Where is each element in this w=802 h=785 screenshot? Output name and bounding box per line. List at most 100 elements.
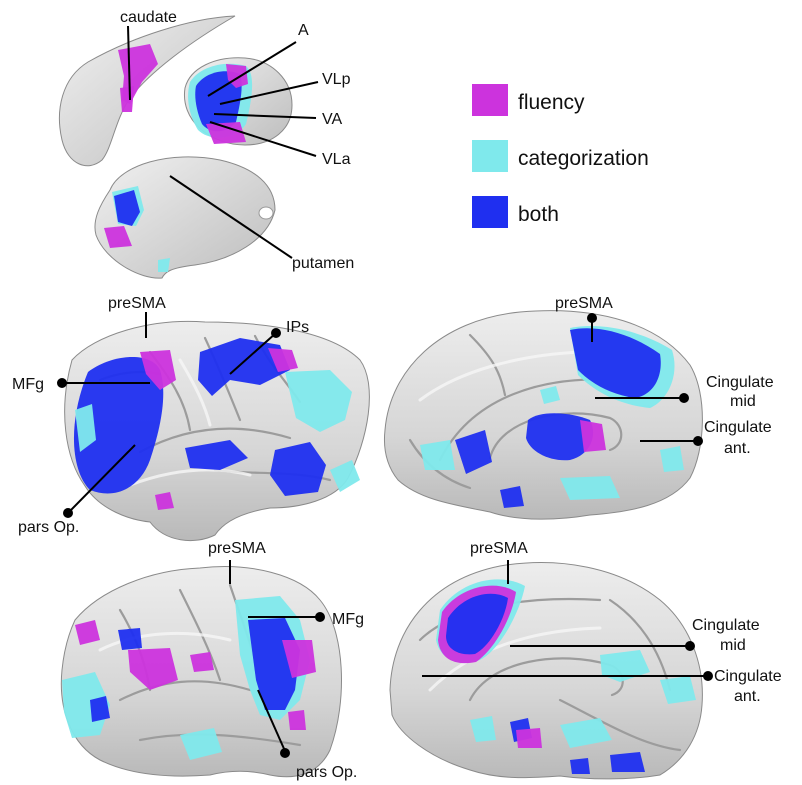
left-lateral-ips-fluency: [268, 348, 298, 372]
right-lateral-temporal-fluency: [128, 648, 178, 690]
right-medial-presma-both: [446, 593, 508, 655]
left-medial-ventral-categorization: [560, 476, 620, 500]
right-medial-thalamus-fluency: [516, 728, 542, 748]
VA-pointer: [213, 113, 317, 119]
legend-swatch-fluency: [472, 84, 508, 116]
caudate-label: caudate: [120, 9, 177, 26]
left-medial-thalamus-both: [526, 413, 594, 461]
left-lateral-parsop-label: pars Op.: [18, 519, 79, 536]
left-lateral-occipital-categorization: [330, 460, 360, 492]
corpus-callosum-outline: [488, 412, 623, 460]
VLp-label: VLp: [322, 71, 351, 88]
putamen-pointer: [169, 175, 293, 259]
VLa-label: VLa: [322, 151, 351, 168]
subcortical-panel: caudate A VLp VA VLa putamen: [59, 9, 354, 279]
right-lateral-parsop-label: pars Op.: [296, 764, 357, 781]
left-medial-cingulate-categorization: [540, 386, 560, 404]
left-lateral-temporal-fluency: [155, 492, 174, 510]
right-medial-ventral-categorization: [470, 716, 496, 742]
left-medial-presma-marker: [587, 313, 597, 323]
VLp-pointer: [219, 81, 319, 105]
right-medial-cingant-marker: [703, 671, 713, 681]
A-pointer: [207, 41, 297, 97]
right-lateral-temporal-both: [118, 628, 142, 650]
left-medial-ventral-both: [500, 486, 524, 508]
left-lateral-ips-both: [198, 338, 290, 396]
left-medial-occipital-both: [455, 430, 492, 474]
VLa-pointer: [209, 121, 317, 157]
left-lateral-MFg-label: MFg: [12, 376, 44, 393]
left-medial-presma-both: [570, 328, 661, 398]
putamen-label: putamen: [292, 255, 354, 272]
left-lateral-MFg-marker: [57, 378, 67, 388]
putamen-structure: [94, 156, 276, 279]
left-medial-preSMA-label: preSMA: [555, 295, 613, 312]
right-lateral-parietal-fluency: [75, 620, 100, 645]
sylvian-fissure-right: [118, 680, 252, 702]
left-medial-occipital-categorization: [420, 440, 455, 470]
right-medial-cingmid-label-2: mid: [720, 637, 746, 654]
left-lateral-parsop-marker: [63, 508, 73, 518]
right-medial-cingant-label-1: Cingulate: [714, 668, 782, 685]
legend-swatch-categorization: [472, 140, 508, 172]
left-lateral-brain: preSMA IPs MFg pars Op.: [12, 295, 370, 542]
left-medial-cingant-label-1: Cingulate: [704, 419, 772, 436]
A-label: A: [298, 22, 309, 39]
thalamus-fluency-region-2: [206, 122, 246, 144]
legend: fluency categorization both: [472, 84, 649, 228]
right-lateral-brain: preSMA MFg pars Op.: [60, 540, 364, 781]
right-medial-preSMA-label: preSMA: [470, 540, 528, 557]
right-medial-ventral-both-2: [570, 758, 590, 774]
right-lateral-occipital-both: [90, 696, 110, 722]
right-lateral-MFg-label: MFg: [332, 611, 364, 628]
left-medial-cingant-label-2: ant.: [724, 440, 751, 457]
right-medial-cingmid-label-1: Cingulate: [692, 617, 760, 634]
left-medial-cingant-marker: [693, 436, 703, 446]
putamen-fluency-region: [104, 226, 132, 248]
right-medial-cingulate-categorization: [600, 650, 650, 682]
right-medial-cingant-label-2: ant.: [734, 688, 761, 705]
right-lateral-occipital-categorization: [62, 672, 110, 738]
caudate-fluency-region-2: [120, 86, 134, 112]
right-medial-ventral-categorization-2: [560, 718, 612, 748]
left-medial-cingmid-marker: [679, 393, 689, 403]
thalamus-both-region: [195, 71, 242, 132]
left-medial-cingmid-label-1: Cingulate: [706, 374, 774, 391]
legend-label-both: both: [518, 203, 559, 226]
right-lateral-parsop-marker: [280, 748, 290, 758]
legend-swatch-both: [472, 196, 508, 228]
right-medial-cingmid-marker: [685, 641, 695, 651]
VA-label: VA: [322, 111, 342, 128]
left-medial-thalamus-fluency: [580, 420, 606, 452]
left-lateral-IPs-label: IPs: [286, 319, 309, 336]
left-lateral-parietal-categorization: [285, 370, 352, 432]
right-lateral-preSMA-label: preSMA: [208, 540, 266, 557]
putamen-notch: [258, 206, 274, 220]
left-lateral-frontal-fluency: [140, 350, 176, 390]
left-lateral-IPs-marker: [271, 328, 281, 338]
right-medial-cortex: [389, 562, 703, 780]
left-medial-cingmid-label-2: mid: [730, 393, 756, 410]
left-lateral-preSMA-label: preSMA: [108, 295, 166, 312]
right-medial-ventral-both: [610, 752, 645, 772]
left-lateral-frontal-both: [73, 357, 164, 494]
right-lateral-sts-fluency: [190, 652, 214, 672]
right-medial-brain: preSMA Cingulate mid Cingulate ant.: [389, 540, 782, 780]
right-medial-occipital-categorization: [660, 676, 696, 704]
right-lateral-MFg-marker: [315, 612, 325, 622]
right-lateral-itg-categorization: [180, 728, 222, 760]
putamen-both-region: [114, 190, 140, 226]
left-medial-brain: preSMA Cingulate mid Cingulate ant.: [383, 295, 774, 520]
left-medial-frontal-categorization: [660, 446, 684, 472]
left-lateral-temporal-both: [270, 442, 326, 496]
right-lateral-frontal-fluency-2: [288, 710, 306, 730]
legend-label-categorization: categorization: [518, 147, 649, 170]
legend-label-fluency: fluency: [518, 91, 585, 114]
putamen-categorization-region-2: [158, 258, 170, 272]
caudate-structure: [59, 15, 236, 167]
caudate-pointer: [127, 25, 131, 101]
right-lateral-parsop-fluency: [282, 640, 316, 678]
left-lateral-midtemporal-both: [185, 440, 248, 470]
